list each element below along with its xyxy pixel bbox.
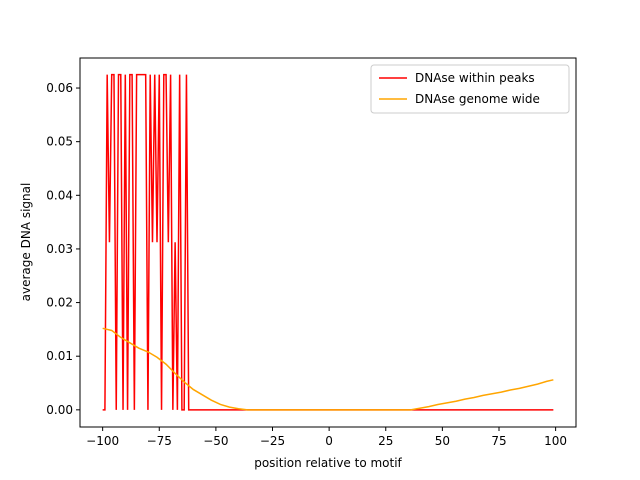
x-tick-label: −100 [86,434,119,448]
line [102,327,554,411]
y-tick-label: 0.00 [46,403,73,417]
y-tick-label: 0.04 [46,188,73,202]
x-tick-label: 25 [378,434,393,448]
x-tick-label: 0 [325,434,333,448]
x-tick-label: −25 [260,434,285,448]
x-tick-label: −50 [203,434,228,448]
y-tick-label: 0.05 [46,135,73,149]
x-tick-label: 75 [491,434,506,448]
x-tick-label: 50 [435,434,450,448]
y-tick-label: 0.06 [46,81,73,95]
legend-label: DNAse within peaks [415,71,535,85]
legend-box [370,64,570,114]
y-tick-label: 0.03 [46,242,73,256]
x-axis-label: position relative to motif [254,456,402,470]
plot-frame [79,57,577,428]
y-axis-label: average DNA signal [19,183,33,302]
legend-label: DNAse genome wide [415,92,540,106]
y-tick-label: 0.01 [46,349,73,363]
line [102,73,554,411]
x-tick-label: −75 [147,434,172,448]
x-tick-label: 100 [544,434,567,448]
y-tick-label: 0.02 [46,296,73,310]
